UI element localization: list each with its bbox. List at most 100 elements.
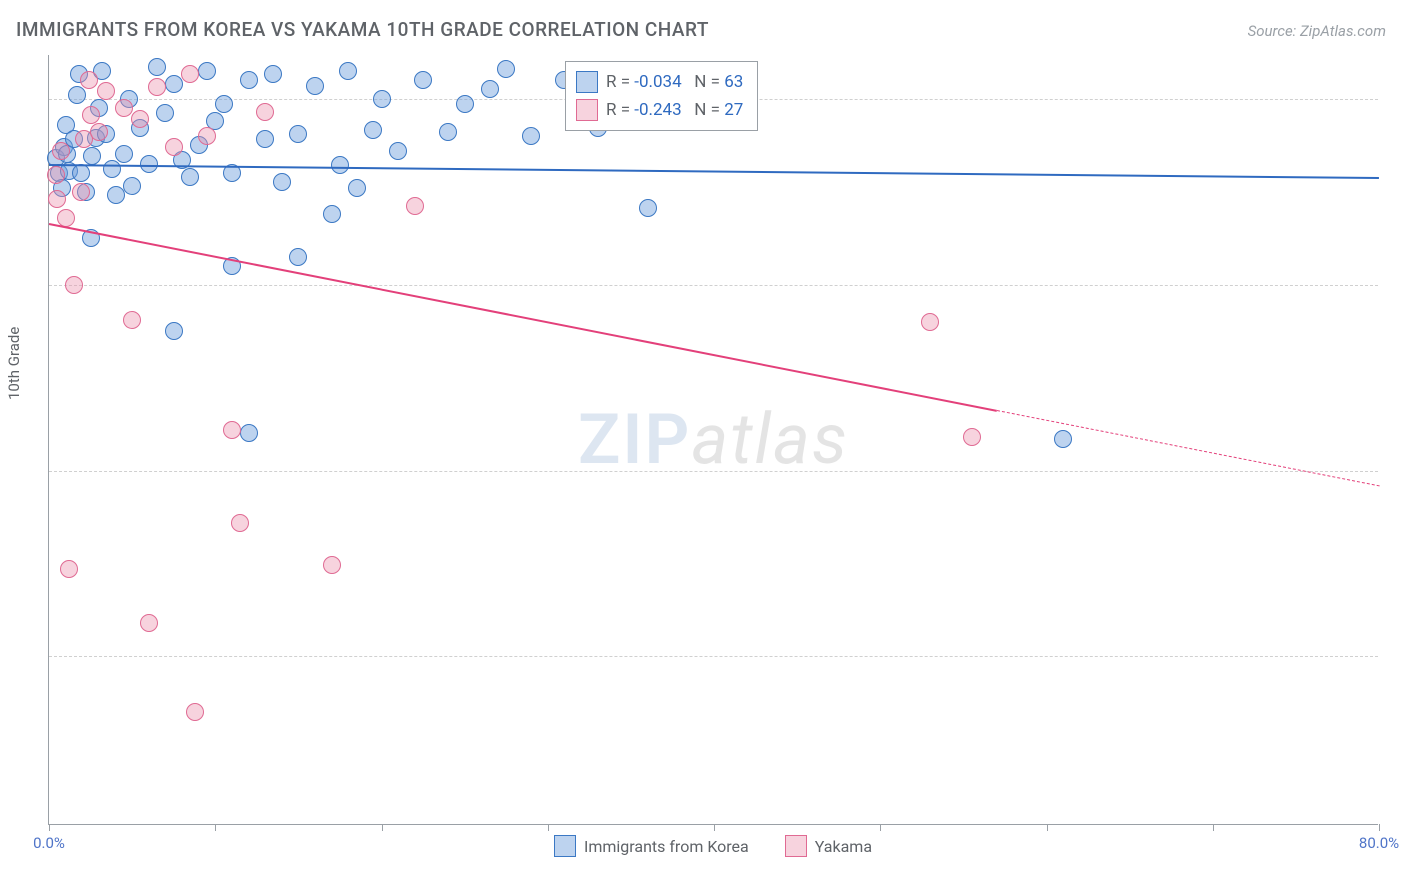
point-pink	[181, 65, 199, 83]
point-pink	[115, 99, 133, 117]
y-axis-title: 10th Grade	[5, 327, 23, 400]
point-blue	[273, 173, 291, 191]
point-pink	[131, 110, 149, 128]
legend-item-blue: Immigrants from Korea	[554, 835, 749, 857]
point-pink	[65, 276, 83, 294]
point-pink	[60, 560, 78, 578]
point-pink	[406, 197, 424, 215]
plot-wrap: ZIPatlas 0.0%80.0%R = -0.034 N = 63R = -…	[48, 55, 1378, 825]
point-pink	[256, 103, 274, 121]
point-pink	[140, 614, 158, 632]
point-blue	[148, 58, 166, 76]
stats-legend: R = -0.034 N = 63R = -0.243 N = 27	[565, 61, 758, 131]
x-tick	[1213, 824, 1214, 831]
x-tick	[880, 824, 881, 831]
point-pink	[198, 127, 216, 145]
point-pink	[123, 311, 141, 329]
point-pink	[80, 71, 98, 89]
point-blue	[323, 205, 341, 223]
point-blue	[198, 62, 216, 80]
point-blue	[256, 130, 274, 148]
point-blue	[181, 168, 199, 186]
swatch-pink	[576, 99, 598, 121]
legend-label-pink: Yakama	[815, 837, 872, 856]
point-pink	[47, 166, 65, 184]
point-blue	[289, 248, 307, 266]
x-tick	[1379, 824, 1380, 831]
point-blue	[240, 71, 258, 89]
point-blue	[72, 164, 90, 182]
point-blue	[373, 90, 391, 108]
chart-title: IMMIGRANTS FROM KOREA VS YAKAMA 10TH GRA…	[16, 18, 709, 41]
point-pink	[97, 82, 115, 100]
point-pink	[82, 106, 100, 124]
x-tick	[548, 824, 549, 831]
point-blue	[165, 75, 183, 93]
point-blue	[1054, 430, 1072, 448]
x-tick	[714, 824, 715, 831]
regression-dash	[997, 410, 1380, 486]
point-blue	[123, 177, 141, 195]
x-tick	[49, 824, 50, 831]
point-blue	[264, 65, 282, 83]
legend-swatch-blue	[554, 835, 576, 857]
point-blue	[68, 86, 86, 104]
plot-area: ZIPatlas 0.0%80.0%R = -0.034 N = 63R = -…	[48, 55, 1378, 825]
regression-line	[49, 223, 997, 412]
point-blue	[156, 104, 174, 122]
point-pink	[48, 190, 66, 208]
point-pink	[52, 142, 70, 160]
regression-line	[49, 164, 1379, 179]
stats-row: R = -0.243 N = 27	[576, 96, 743, 124]
point-blue	[481, 80, 499, 98]
point-pink	[231, 514, 249, 532]
bottom-legend: Immigrants from Korea Yakama	[48, 835, 1378, 857]
point-blue	[364, 121, 382, 139]
gridline	[49, 656, 1378, 657]
point-blue	[215, 95, 233, 113]
point-blue	[306, 77, 324, 95]
gridline	[49, 471, 1378, 472]
point-blue	[331, 156, 349, 174]
point-pink	[165, 138, 183, 156]
point-pink	[186, 703, 204, 721]
point-pink	[72, 183, 90, 201]
legend-label-blue: Immigrants from Korea	[584, 837, 749, 856]
point-blue	[103, 160, 121, 178]
chart-source: Source: ZipAtlas.com	[1248, 22, 1386, 40]
point-pink	[223, 421, 241, 439]
legend-swatch-pink	[785, 835, 807, 857]
point-blue	[456, 95, 474, 113]
point-pink	[148, 78, 166, 96]
watermark-atlas: atlas	[691, 399, 849, 481]
point-pink	[323, 556, 341, 574]
point-blue	[115, 145, 133, 163]
point-blue	[165, 322, 183, 340]
point-blue	[522, 127, 540, 145]
watermark: ZIPatlas	[578, 399, 849, 481]
point-blue	[439, 123, 457, 141]
x-tick	[215, 824, 216, 831]
watermark-zip: ZIP	[578, 399, 691, 481]
point-pink	[963, 428, 981, 446]
point-pink	[57, 209, 75, 227]
point-blue	[107, 186, 125, 204]
gridline	[49, 285, 1378, 286]
point-blue	[140, 155, 158, 173]
legend-item-pink: Yakama	[785, 835, 872, 857]
swatch-blue	[576, 71, 598, 93]
stats-text: R = -0.034 N = 63	[606, 68, 743, 96]
correlation-chart-root: IMMIGRANTS FROM KOREA VS YAKAMA 10TH GRA…	[0, 0, 1406, 892]
point-blue	[240, 424, 258, 442]
point-blue	[414, 71, 432, 89]
point-blue	[639, 199, 657, 217]
point-blue	[497, 60, 515, 78]
stats-row: R = -0.034 N = 63	[576, 68, 743, 96]
x-tick	[1047, 824, 1048, 831]
point-blue	[339, 62, 357, 80]
point-blue	[389, 142, 407, 160]
x-tick	[382, 824, 383, 831]
stats-text: R = -0.243 N = 27	[606, 96, 743, 124]
point-pink	[90, 123, 108, 141]
point-blue	[348, 179, 366, 197]
